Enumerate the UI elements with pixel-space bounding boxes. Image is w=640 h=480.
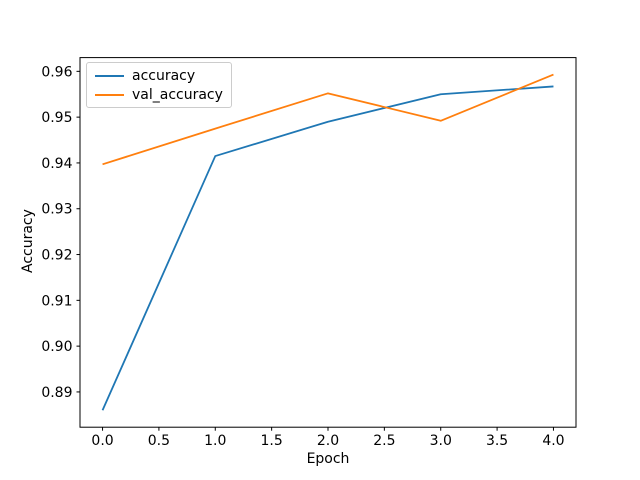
y-tick-label: 0.91 xyxy=(41,293,72,309)
y-axis-label: Accuracy xyxy=(20,209,36,273)
x-tick-label: 0.0 xyxy=(91,433,113,449)
legend-line-sample-val-accuracy xyxy=(95,93,124,96)
x-tick-label: 4.0 xyxy=(542,433,564,449)
x-tick-label: 1.0 xyxy=(204,433,226,449)
plot-border xyxy=(79,57,577,428)
series-line-accuracy xyxy=(101,85,554,411)
x-tick-label: 0.5 xyxy=(148,433,170,449)
y-tick-label: 0.92 xyxy=(41,248,72,264)
legend-label-val-accuracy: val_accuracy xyxy=(132,86,223,103)
y-tick-label: 0.89 xyxy=(41,385,72,401)
x-axis-label: Epoch xyxy=(306,451,350,467)
legend-entry-val-accuracy: val_accuracy xyxy=(95,87,223,103)
x-tick-label: 2.0 xyxy=(317,433,339,449)
y-tick-label: 0.90 xyxy=(41,339,72,355)
legend-line-sample-accuracy xyxy=(95,74,124,77)
y-tick-label: 0.93 xyxy=(41,202,72,218)
legend: accuracy val_accuracy xyxy=(86,62,232,108)
x-tick-label: 3.5 xyxy=(486,433,508,449)
legend-entry-accuracy: accuracy xyxy=(95,68,223,84)
y-tick-label: 0.94 xyxy=(41,156,72,172)
x-tick-label: 3.0 xyxy=(430,433,452,449)
y-tick-label: 0.96 xyxy=(41,64,72,80)
x-tick-label: 1.5 xyxy=(261,433,283,449)
x-tick-label: 2.5 xyxy=(373,433,395,449)
y-tick-label: 0.95 xyxy=(41,110,72,126)
legend-label-accuracy: accuracy xyxy=(132,67,196,84)
series-line-val_accuracy xyxy=(102,73,554,166)
